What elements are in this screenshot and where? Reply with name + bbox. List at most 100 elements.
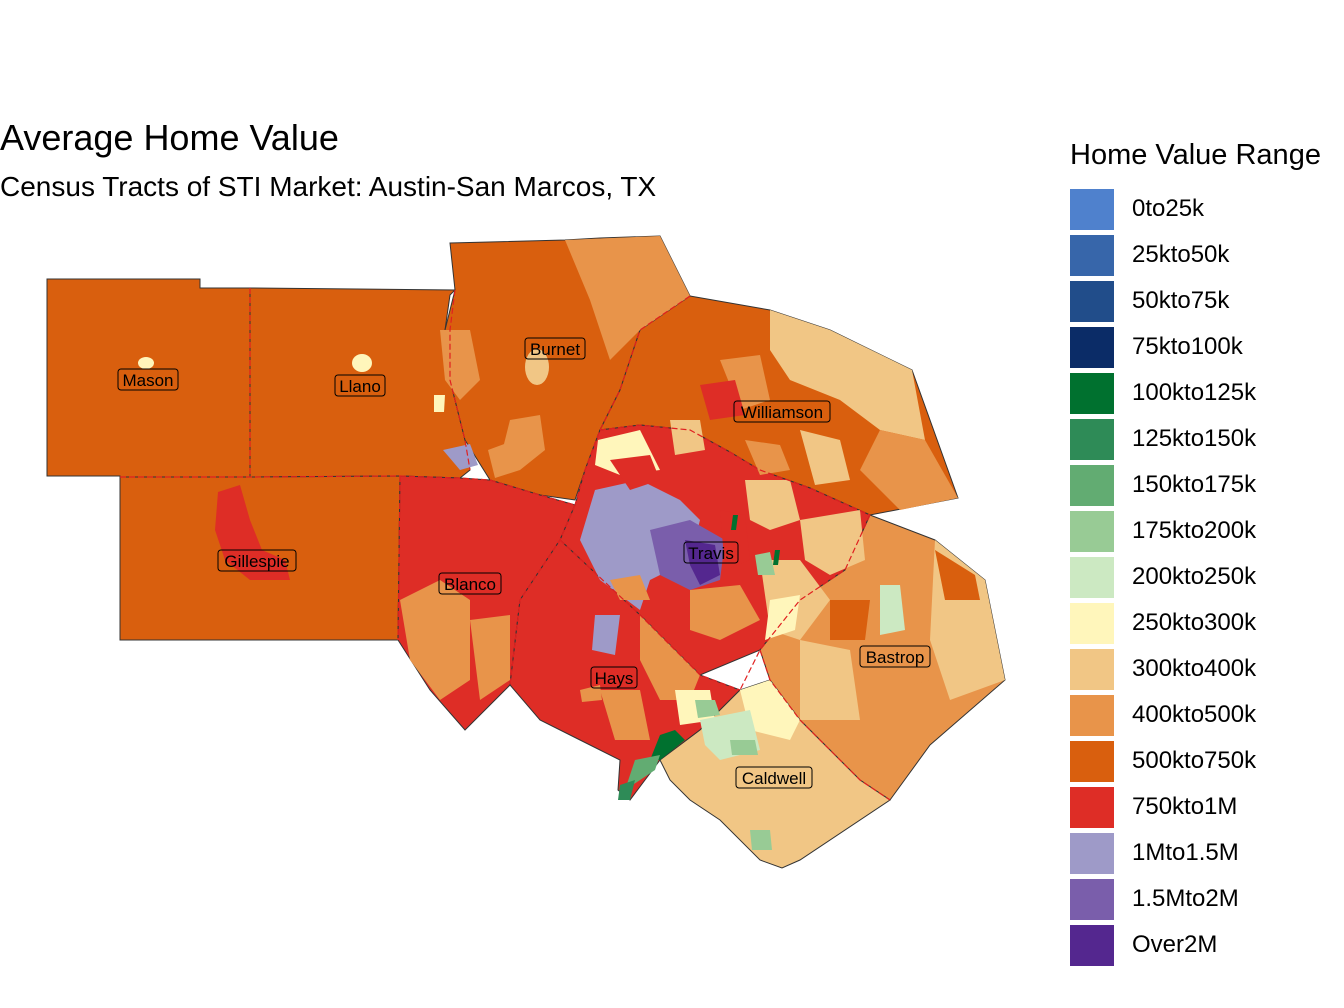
legend-label: 125kto150k bbox=[1132, 425, 1257, 452]
county-label-blanco: Blanco bbox=[438, 572, 502, 595]
legend-item: 750kto1M bbox=[1070, 784, 1344, 830]
tract-patch bbox=[720, 510, 750, 570]
tract-patch bbox=[731, 515, 738, 530]
tract-patch bbox=[565, 236, 690, 360]
legend-label: 250kto300k bbox=[1132, 609, 1257, 636]
tract-patches bbox=[138, 236, 1005, 850]
legend-swatch bbox=[1070, 188, 1114, 230]
legend-item: 25kto50k bbox=[1070, 232, 1344, 278]
tract-patch bbox=[773, 550, 780, 565]
tract-patch bbox=[488, 440, 520, 478]
legend-item: 100kto125k bbox=[1070, 370, 1344, 416]
tract-patch bbox=[400, 580, 470, 700]
legend-label: 100kto125k bbox=[1132, 379, 1257, 406]
legend-swatch bbox=[1070, 832, 1114, 874]
tract-patch bbox=[770, 310, 925, 440]
tract-patch bbox=[745, 440, 790, 475]
legend-label: 200kto250k bbox=[1132, 563, 1257, 590]
legend-item: 500kto750k bbox=[1070, 738, 1344, 784]
tract-patch bbox=[610, 575, 650, 600]
tract-patch bbox=[352, 354, 372, 372]
legend-swatch bbox=[1070, 326, 1114, 368]
tract-patch bbox=[618, 780, 635, 800]
legend-swatch bbox=[1070, 740, 1114, 782]
tract-patch bbox=[138, 357, 154, 369]
tract-patch bbox=[880, 585, 905, 635]
legend-swatch bbox=[1070, 280, 1114, 322]
legend: Home Value Range 0to25k 25kto50k 50kto75k 7… bbox=[1070, 136, 1344, 968]
county-label-gillespie: Gillespie bbox=[217, 549, 297, 572]
legend-item: 400kto500k bbox=[1070, 692, 1344, 738]
tract-patch bbox=[860, 430, 958, 510]
tract-patch bbox=[800, 430, 850, 485]
legend-item: 150kto175k bbox=[1070, 462, 1344, 508]
legend-item: 50kto75k bbox=[1070, 278, 1344, 324]
tract-patch bbox=[800, 510, 865, 575]
legend-label: 50kto75k bbox=[1132, 287, 1230, 314]
tract-patch bbox=[580, 480, 700, 610]
svg-text:Blanco: Blanco bbox=[444, 575, 496, 594]
legend-label: 750kto1M bbox=[1132, 793, 1238, 820]
tract-patch bbox=[600, 690, 650, 740]
legend-item: 175kto200k bbox=[1070, 508, 1344, 554]
legend-swatch bbox=[1070, 510, 1114, 552]
tract-patch bbox=[740, 680, 800, 740]
county-label-travis: Travis bbox=[683, 541, 739, 564]
tract-patch bbox=[720, 355, 770, 410]
legend-swatch bbox=[1070, 234, 1114, 276]
tract-patch bbox=[730, 740, 758, 755]
county-label-caldwell: Caldwell bbox=[735, 766, 813, 789]
legend-swatch bbox=[1070, 878, 1114, 920]
legend-swatch bbox=[1070, 602, 1114, 644]
legend-label: Over2M bbox=[1132, 931, 1218, 958]
svg-text:Bastrop: Bastrop bbox=[866, 648, 925, 667]
legend-item: 0to25k bbox=[1070, 186, 1344, 232]
legend-item: 1Mto1.5M bbox=[1070, 830, 1344, 876]
county-labels: Mason Llano Burnet Williamson Gillespie … bbox=[117, 337, 931, 789]
tract-patch bbox=[650, 730, 685, 760]
legend-label: 500kto750k bbox=[1132, 747, 1257, 774]
svg-text:Llano: Llano bbox=[339, 377, 381, 396]
map-subtitle: Census Tracts of STI Market: Austin-San … bbox=[0, 171, 657, 202]
tract-patch bbox=[830, 600, 870, 640]
legend-label: 75kto100k bbox=[1132, 333, 1243, 360]
choropleth-map: Mason Llano Burnet Williamson Gillespie … bbox=[46, 235, 1006, 869]
tract-patch bbox=[800, 640, 860, 720]
legend-item: 125kto150k bbox=[1070, 416, 1344, 462]
svg-text:Hays: Hays bbox=[595, 669, 634, 688]
legend-label: 400kto500k bbox=[1132, 701, 1257, 728]
legend-swatch bbox=[1070, 924, 1114, 966]
map-title: Average Home Value bbox=[0, 117, 339, 158]
tract-patch bbox=[695, 700, 720, 718]
tract-patch bbox=[690, 585, 760, 640]
county-borders bbox=[120, 288, 891, 801]
county-label-bastrop: Bastrop bbox=[859, 645, 931, 668]
legend-item: 75kto100k bbox=[1070, 324, 1344, 370]
legend-item: 200kto250k bbox=[1070, 554, 1344, 600]
county-label-burnet: Burnet bbox=[524, 337, 586, 360]
legend-label: 1.5Mto2M bbox=[1132, 885, 1239, 912]
legend-label: 300kto400k bbox=[1132, 655, 1257, 682]
legend-item: 250kto300k bbox=[1070, 600, 1344, 646]
tract-patch bbox=[610, 455, 660, 490]
tract-patch bbox=[745, 480, 800, 530]
tract-patch bbox=[670, 420, 705, 455]
tract-patch bbox=[765, 595, 800, 640]
legend-label: 175kto200k bbox=[1132, 517, 1257, 544]
tract-patch bbox=[470, 615, 510, 700]
svg-text:Caldwell: Caldwell bbox=[742, 769, 806, 788]
legend-swatch bbox=[1070, 556, 1114, 598]
county-label-mason: Mason bbox=[117, 368, 179, 391]
svg-text:Williamson: Williamson bbox=[741, 403, 823, 422]
legend-items: 0to25k 25kto50k 50kto75k 75kto100k 100kto125… bbox=[1070, 186, 1344, 968]
county-label-llano: Llano bbox=[334, 374, 386, 397]
tract-patch bbox=[640, 615, 700, 700]
svg-text:Travis: Travis bbox=[688, 544, 734, 563]
tract-patch bbox=[434, 395, 445, 412]
legend-label: 1Mto1.5M bbox=[1132, 839, 1239, 866]
county-label-hays: Hays bbox=[590, 666, 638, 689]
legend-label: 25kto50k bbox=[1132, 241, 1230, 268]
legend-item: 300kto400k bbox=[1070, 646, 1344, 692]
legend-swatch bbox=[1070, 372, 1114, 414]
tract-patch bbox=[755, 552, 775, 575]
